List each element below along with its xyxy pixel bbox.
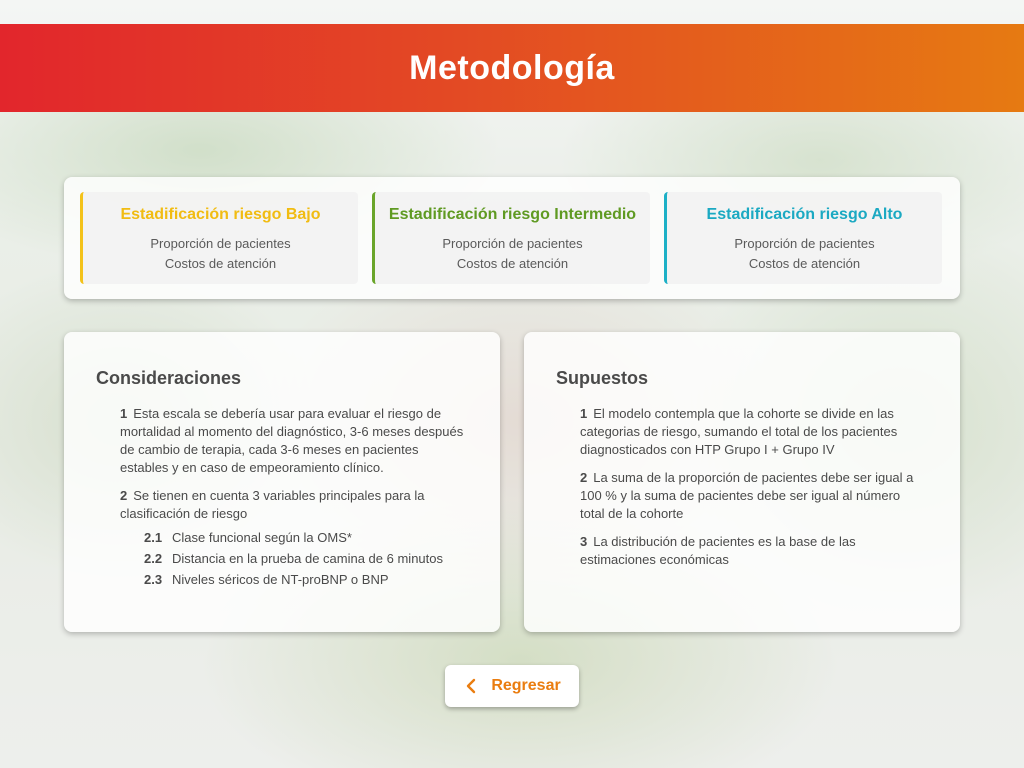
- considerations-card: Consideraciones 1 Esta escala se debería …: [64, 332, 500, 632]
- item-text: Clase funcional según la OMS*: [172, 530, 352, 545]
- sub-item: 2.2 Distancia en la prueba de camina de 6…: [96, 548, 468, 569]
- item-text: Distancia en la prueba de camina de 6 mi…: [172, 551, 443, 566]
- assumptions-title: Supuestos: [556, 368, 649, 388]
- page-header: Metodología: [0, 24, 1024, 112]
- risk-card-line: Proporción de pacientes: [150, 236, 291, 251]
- sub-item: 2.3 Niveles séricos de NT-proBNP o BNP: [96, 569, 468, 590]
- item-text: La suma de la proporción de pacientes de…: [580, 470, 914, 521]
- item-number: 2.2: [144, 551, 163, 566]
- item-number: 3: [580, 534, 588, 549]
- item-number: 2.3: [144, 572, 163, 587]
- item-text: Se tienen en cuenta 3 variables principa…: [120, 488, 425, 521]
- item-number: 2.1: [144, 530, 163, 545]
- item-text: Niveles séricos de NT-proBNP o BNP: [172, 572, 389, 587]
- risk-card-title: Estadificación riesgo Bajo: [120, 206, 321, 223]
- list-item: 3 La distribución de pacientes es la base…: [556, 533, 928, 569]
- item-number: 1: [120, 406, 128, 421]
- risk-card-title: Estadificación riesgo Intermedio: [388, 206, 637, 223]
- risk-card-high: Estadificación riesgo Alto Proporción de…: [664, 192, 942, 284]
- sub-item: 2.1 Clase funcional según la OMS*: [96, 527, 468, 548]
- item-text: El modelo contempla que la cohorte se di…: [580, 406, 898, 457]
- risk-panel: Estadificación riesgo Bajo Proporción de…: [64, 177, 960, 299]
- risk-card-low: Estadificación riesgo Bajo Proporción de…: [80, 192, 358, 284]
- item-number: 2: [120, 488, 128, 503]
- risk-card-line: Costos de atención: [164, 256, 277, 271]
- considerations-title: Consideraciones: [96, 368, 242, 388]
- list-item: 2 La suma de la proporción de pacientes d…: [556, 469, 928, 523]
- item-number: 1: [580, 406, 588, 421]
- back-button-label: Regresar: [491, 677, 561, 694]
- risk-card-intermediate: Estadificación riesgo Intermedio Proporc…: [372, 192, 650, 284]
- list-item: 1 Esta escala se debería usar para evalua…: [96, 405, 468, 477]
- risk-card-line: Proporción de pacientes: [734, 236, 875, 251]
- risk-card-title: Estadificación riesgo Alto: [706, 206, 903, 223]
- item-number: 2: [580, 470, 588, 485]
- risk-card-line: Costos de atención: [748, 256, 861, 271]
- chevron-left-icon: [467, 678, 476, 694]
- assumptions-card: Supuestos 1 El modelo contempla que la co…: [524, 332, 960, 632]
- list-item: 2 Se tienen en cuenta 3 variables princip…: [96, 487, 468, 523]
- item-text: Esta escala se debería usar para evaluar…: [120, 406, 464, 475]
- item-text: La distribución de pacientes es la base …: [580, 534, 856, 567]
- sub-list: 2.1 Clase funcional según la OMS* 2.2 Dist…: [96, 527, 468, 590]
- risk-card-line: Costos de atención: [456, 256, 569, 271]
- risk-card-line: Proporción de pacientes: [442, 236, 583, 251]
- page-title: Metodología: [409, 48, 615, 87]
- back-button[interactable]: Regresar: [445, 665, 579, 707]
- list-item: 1 El modelo contempla que la cohorte se d…: [556, 405, 928, 459]
